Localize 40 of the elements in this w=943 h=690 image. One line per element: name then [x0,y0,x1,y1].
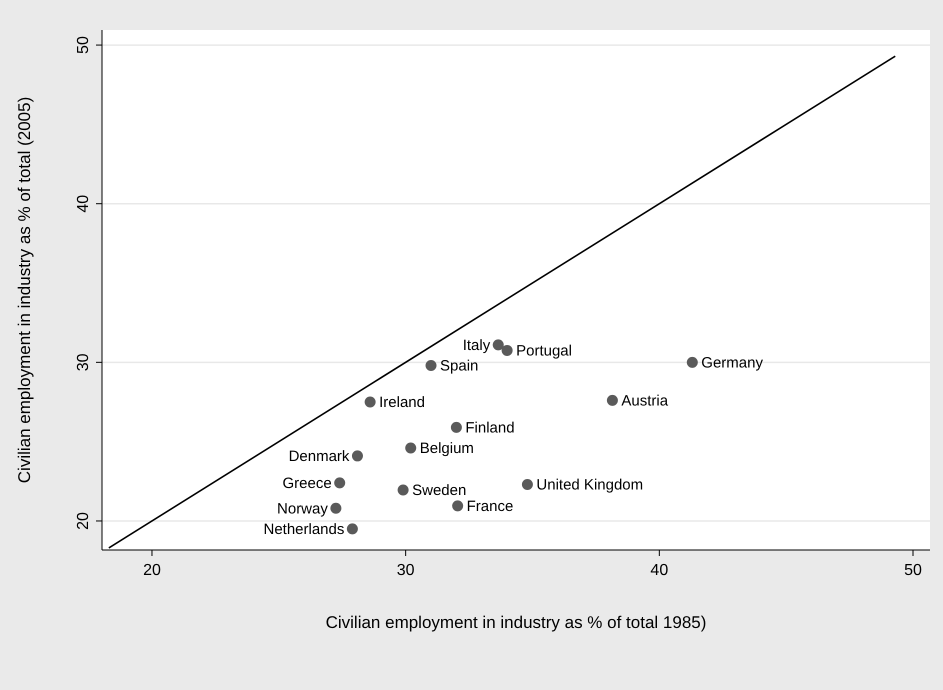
data-label: United Kingdom [536,476,644,494]
y-tick-label: 40 [75,194,92,213]
data-label: Germany [701,354,764,372]
data-label: Spain [440,358,478,375]
point [334,477,346,488]
x-tick-label: 30 [396,562,415,579]
point [502,344,513,356]
data-label: Sweden [412,482,466,500]
data-label: Austria [621,392,669,410]
point [398,484,409,496]
data-label: Portugal [516,342,572,360]
x-tick-label: 20 [143,562,161,579]
data-label: Norway [277,500,328,518]
point [364,396,376,408]
data-label: Belgium [420,440,474,457]
point [330,502,342,514]
data-label: France [466,498,514,515]
y-tick-label: 20 [75,512,92,530]
point [452,500,464,512]
point [405,442,416,454]
data-label: Italy [462,336,491,354]
x-tick-label: 50 [904,562,922,579]
point [352,450,363,462]
data-label: Denmark [288,448,350,465]
y-tick-label: 30 [75,353,92,372]
point [522,478,533,490]
point [606,394,618,406]
point [492,339,504,350]
x-tick-label: 40 [650,562,668,579]
y-axis-title: Civilian employment in industry as % of total (2005) [15,96,34,484]
data-label: Ireland [379,394,426,411]
point [426,360,437,372]
point [686,356,698,368]
point [346,523,358,534]
y-tick-label: 50 [75,36,92,54]
x-axis-title: Civilian employment in industry as % of total 1985) [326,613,706,632]
point [450,422,462,433]
data-label: Netherlands [263,520,344,538]
data-label: Finland [465,419,515,436]
data-label: Greece [282,474,332,492]
